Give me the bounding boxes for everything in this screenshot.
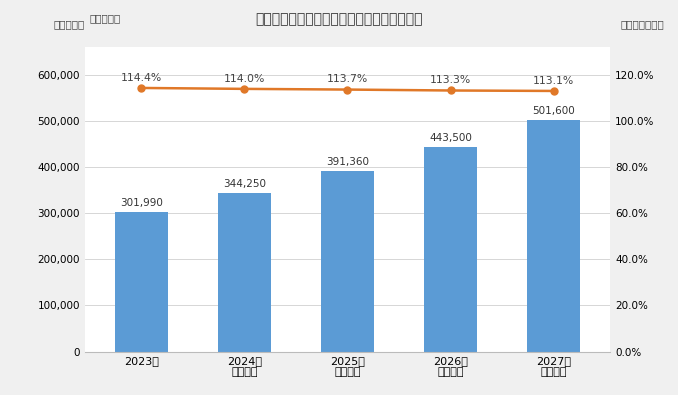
- Bar: [321, 171, 374, 352]
- Text: 443,500: 443,500: [429, 133, 472, 143]
- Bar: [218, 193, 271, 352]
- Text: 113.7%: 113.7%: [327, 75, 368, 85]
- Text: 391,360: 391,360: [326, 157, 369, 167]
- Text: 114.4%: 114.4%: [121, 73, 162, 83]
- Text: 113.1%: 113.1%: [533, 76, 574, 86]
- Text: デジタルマーケティング市場規模推移・予測: デジタルマーケティング市場規模推移・予測: [255, 12, 423, 26]
- Text: （百万円）: （百万円）: [53, 19, 85, 29]
- Text: 301,990: 301,990: [120, 198, 163, 208]
- Text: （百万円）: （百万円）: [90, 13, 121, 23]
- Bar: [424, 147, 477, 352]
- Text: 113.3%: 113.3%: [430, 75, 471, 85]
- Bar: [527, 120, 580, 352]
- Text: 114.0%: 114.0%: [224, 74, 265, 84]
- Text: 344,250: 344,250: [223, 179, 266, 189]
- Bar: [115, 213, 168, 352]
- Text: （前年比：％）: （前年比：％）: [621, 19, 664, 29]
- Text: 501,600: 501,600: [532, 106, 575, 116]
